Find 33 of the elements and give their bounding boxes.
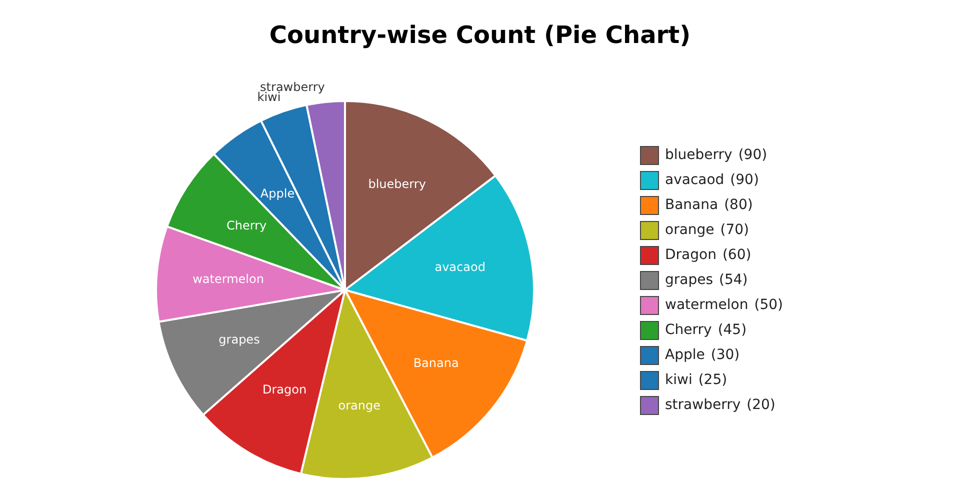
data-label: (90)	[730, 172, 759, 188]
chart-title: Country-wise Count (Pie Chart)	[268, 20, 692, 51]
slice-label: orange	[338, 398, 380, 412]
legend-label: watermelon	[665, 297, 748, 313]
slice-label: avacaod	[434, 260, 486, 274]
legend-label: avacaod	[665, 172, 724, 188]
slice-label: blueberry	[368, 177, 426, 192]
data-label: (50)	[754, 297, 783, 313]
data-label: (25)	[698, 372, 728, 388]
data-label: (45)	[718, 322, 747, 338]
legend-label: orange	[665, 222, 714, 238]
legend-label: blueberry	[665, 147, 732, 163]
data-label: (60)	[722, 247, 752, 263]
data-label: (20)	[746, 397, 776, 413]
data-label: (90)	[738, 147, 768, 163]
slice-label: grapes	[218, 332, 260, 347]
slice-label: watermelon	[192, 272, 264, 286]
slice-label: Apple	[260, 186, 295, 200]
data-label: (30)	[710, 347, 740, 363]
data-label: (70)	[720, 222, 750, 238]
legend-label: grapes	[665, 272, 714, 288]
data-label: (80)	[724, 197, 753, 213]
slice-label: Banana	[413, 356, 459, 370]
legend-label: strawberry	[665, 397, 741, 413]
slice-label: Dragon	[262, 382, 307, 396]
slice-label: Cherry	[226, 218, 267, 233]
data-label: (54)	[719, 272, 748, 288]
legend-label: kiwi	[665, 372, 692, 388]
legend-label: Banana	[665, 197, 718, 213]
slice-label: strawberry	[260, 80, 325, 94]
legend-label: Apple	[665, 347, 705, 363]
legend-label: Cherry	[665, 322, 712, 338]
legend-label: Dragon	[665, 247, 716, 263]
